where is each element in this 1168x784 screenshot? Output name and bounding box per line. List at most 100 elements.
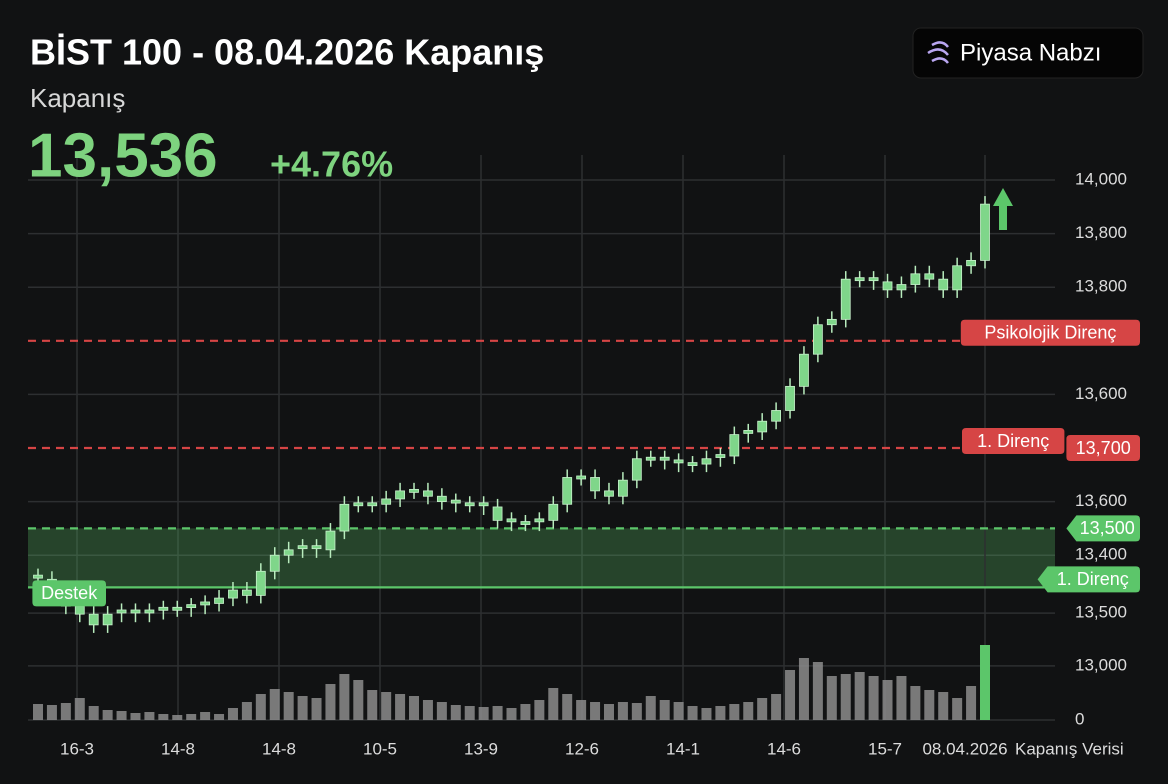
volume-bar — [130, 713, 141, 720]
candle-body — [450, 499, 461, 504]
candle-body — [436, 495, 447, 502]
candle-body — [241, 589, 252, 596]
x-tick-label: 13-9 — [464, 739, 498, 758]
x-tick-label: 14-6 — [767, 739, 801, 758]
volume-bar — [576, 700, 587, 720]
volume-bar — [74, 698, 85, 720]
candle-body — [645, 456, 656, 461]
volume-bar — [645, 696, 656, 720]
volume-bar — [715, 706, 726, 720]
candle-body — [868, 277, 879, 282]
candle-body — [631, 458, 642, 481]
candle-body — [826, 318, 837, 326]
volume-bar — [840, 674, 851, 720]
candle-body — [102, 613, 113, 626]
grid — [28, 155, 1055, 721]
volume-bar — [826, 676, 837, 720]
volume-bar — [269, 689, 280, 720]
subtitle: Kapanış — [30, 83, 125, 113]
candle-body — [228, 589, 238, 599]
level-price-label-bg — [1066, 435, 1140, 461]
volume-bar — [409, 696, 420, 720]
candle-body — [757, 420, 768, 433]
volume-bar — [172, 715, 183, 720]
candle-body — [924, 273, 935, 280]
volume-bar — [673, 702, 684, 720]
volume-bar — [33, 704, 43, 720]
last-value: 13,536 — [28, 121, 218, 190]
candle-body — [506, 518, 517, 523]
volume-bar — [924, 690, 935, 720]
y-tick-label: 13,800 — [1075, 223, 1127, 242]
candle-body — [687, 462, 698, 466]
volume-bar — [659, 700, 670, 720]
volume-bar — [868, 676, 879, 720]
volume-bar — [590, 702, 601, 720]
candle-body — [743, 430, 754, 434]
volume-bar — [283, 692, 294, 720]
candle-body — [353, 502, 364, 507]
volume-bar — [952, 698, 963, 720]
candle-body — [659, 456, 670, 461]
candle-body — [144, 609, 155, 614]
candle-body — [771, 410, 782, 422]
candle-body — [966, 259, 976, 267]
candle-body — [186, 604, 197, 609]
volume-bar — [46, 705, 57, 720]
candle-body — [409, 488, 419, 493]
level-price-label: 13,700 — [1076, 438, 1131, 458]
volume-bar — [980, 645, 990, 720]
volume-bar — [186, 714, 197, 720]
volume-bar — [450, 705, 461, 720]
volume-bar — [603, 704, 614, 720]
level-price-label-bg — [1066, 515, 1140, 542]
x-tick-label: 14-8 — [161, 739, 195, 758]
volume-bar — [422, 700, 433, 720]
level-label: Psikolojik Direnç — [984, 323, 1116, 343]
volume-bar — [60, 703, 71, 720]
volume-bar — [910, 686, 921, 720]
volume-bar — [854, 672, 865, 720]
candle-body — [130, 609, 141, 614]
volume-bar — [534, 700, 545, 720]
candle-body — [478, 502, 489, 507]
candle-body — [464, 502, 475, 507]
x-tick-label: 08.04.2026 — [922, 739, 1007, 758]
candle-body — [854, 277, 865, 282]
y-tick-label: 13,500 — [1075, 603, 1127, 622]
x-axis-title: Kapanış Verisi — [1015, 739, 1124, 758]
candle-body — [604, 490, 614, 497]
x-tick-label: 15-7 — [868, 739, 902, 758]
candle-body — [74, 605, 85, 615]
candle-body — [548, 503, 559, 521]
volume-bar — [436, 702, 447, 720]
candle-body — [269, 554, 280, 572]
candle-body — [88, 613, 99, 626]
brand-icon — [927, 41, 949, 64]
candle-body — [283, 549, 294, 556]
candle-body — [812, 324, 823, 355]
candle-body — [520, 521, 531, 525]
volume-bar — [548, 688, 559, 720]
candle-body — [715, 454, 726, 458]
level-label-bg — [960, 319, 1140, 346]
x-tick-label: 16-3 — [60, 739, 94, 758]
candle-body — [729, 434, 740, 457]
candle-body — [158, 606, 169, 611]
volume-bar — [785, 670, 796, 720]
volume-bar — [687, 706, 698, 720]
candle-body — [395, 490, 405, 500]
volume-bar — [297, 696, 308, 720]
candle-body — [200, 601, 211, 606]
candle-body — [423, 490, 433, 497]
candle-body — [297, 545, 308, 550]
volume-bar — [158, 714, 169, 720]
volume-bar — [353, 680, 364, 720]
up-arrow — [993, 188, 1013, 230]
brand: Piyasa Nabzı — [960, 39, 1101, 66]
y2-tick-label: 0 — [1075, 709, 1084, 728]
volume-bar — [367, 690, 378, 720]
candle-body — [840, 278, 851, 320]
volume-bar — [617, 702, 628, 720]
x-tick-label: 10-5 — [363, 739, 397, 758]
